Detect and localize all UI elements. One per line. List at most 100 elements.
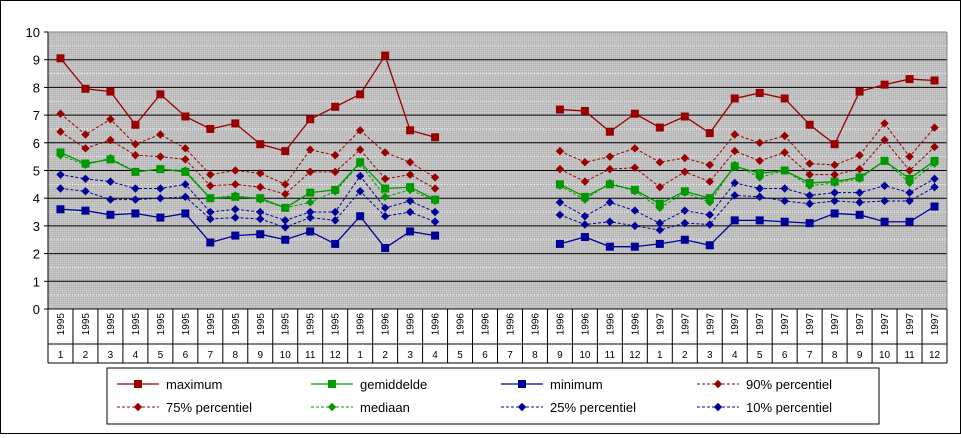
legend-marker [133,402,143,412]
data-point [81,187,90,196]
x-month-label: 4 [732,350,738,361]
series-line [59,54,436,152]
data-point [156,213,165,222]
x-year-label: 1995 [231,313,242,336]
data-point [930,202,939,211]
data-point [181,144,190,153]
data-point [905,152,914,161]
x-year-label: 1997 [830,313,841,336]
data-point [206,214,215,224]
data-point [131,120,140,129]
series-line [60,188,436,228]
x-year-label: 1995 [131,313,142,336]
legend-label: 90% percentiel [746,377,832,392]
legend-marker [518,380,526,388]
x-year-label: 1997 [705,313,716,336]
data-point [730,130,739,139]
x-year-label: 1996 [505,313,516,336]
data-point [405,185,415,195]
data-point [106,210,115,219]
data-point [930,142,939,152]
legend-label: 10% percentiel [746,400,832,415]
data-point [355,187,365,196]
data-point [406,227,415,236]
data-point [281,189,290,199]
data-point [430,217,440,226]
x-year-label: 1996 [406,313,417,336]
y-tick-label: 4 [33,191,40,206]
data-point [580,220,590,229]
x-year-label: 1997 [680,313,691,336]
legend-item: 75% percentiel [117,400,252,415]
data-point [56,205,65,214]
x-month-label: 7 [507,350,513,361]
data-point [181,155,190,164]
data-point [755,216,764,225]
x-year-label: 1997 [905,313,916,336]
data-point [131,184,140,193]
x-month-label: 7 [807,350,813,361]
data-point [655,239,664,248]
data-point [580,232,589,241]
data-point [680,188,689,197]
x-month-label: 6 [782,350,788,361]
series-10-percentiel [56,182,939,235]
data-point [380,203,390,213]
data-point [181,166,190,175]
x-year-label: 1996 [580,313,591,336]
series-maximum [56,51,939,156]
data-point [630,221,640,231]
data-point [156,90,165,99]
data-point [256,214,265,224]
x-year-label: 1996 [356,313,367,336]
x-month-label: 11 [904,350,915,361]
data-point [405,170,415,179]
x-year-label: 1995 [306,313,317,336]
data-point [555,239,564,248]
data-point [355,145,365,154]
data-point [780,166,789,175]
data-point [630,144,640,153]
y-tick-label: 9 [33,53,40,68]
data-point [231,180,240,189]
data-point [381,244,390,253]
data-point [905,188,914,197]
data-point [281,235,290,244]
series-line [60,113,436,185]
x-year-label: 1995 [81,313,92,336]
data-point [306,167,315,177]
data-point [805,159,814,168]
x-month-label: 12 [629,350,641,361]
data-point [580,195,590,204]
data-point [381,51,390,60]
data-point [830,170,839,179]
data-point [905,166,914,175]
x-year-label: 1995 [331,313,342,336]
x-year-label: 1997 [655,313,666,336]
series-90-percentiel [56,109,939,189]
data-point [206,238,215,247]
x-year-label: 1997 [780,313,791,336]
data-point [56,184,65,193]
series-line [559,139,935,188]
data-point [381,184,390,193]
data-point [805,199,814,208]
x-month-label: 6 [482,350,488,361]
data-point [755,192,764,202]
x-month-label: 1 [657,350,663,361]
data-point [156,164,165,174]
data-point [231,205,240,214]
data-point [405,157,415,167]
data-point [855,164,864,174]
data-point [56,127,65,136]
data-point [730,178,739,188]
data-point [431,133,440,142]
data-point [231,119,240,128]
data-point [306,188,315,197]
data-point [830,178,839,188]
data-point [555,105,564,114]
data-point [555,164,565,174]
x-month-label: 11 [605,350,616,361]
data-point [106,153,115,163]
data-point [430,184,440,193]
